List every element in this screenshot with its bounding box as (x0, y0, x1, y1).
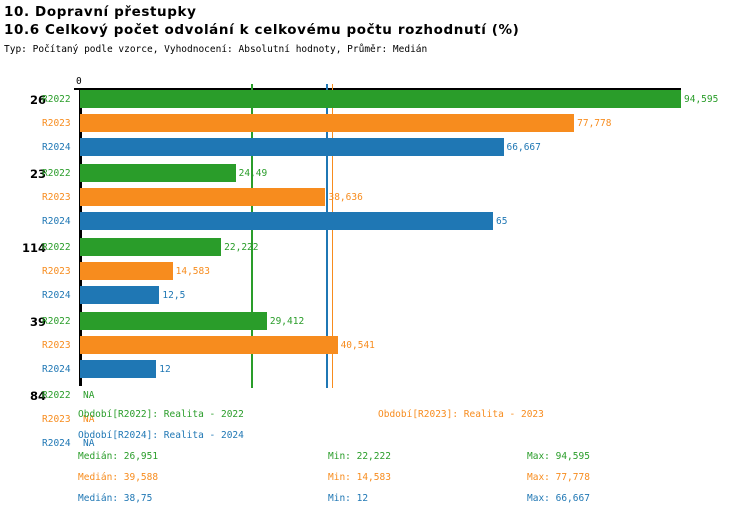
bar-value-label: NA (83, 438, 95, 449)
bar[interactable] (80, 312, 267, 330)
plot-top-rule (80, 88, 681, 90)
group-label: 39 (29, 315, 46, 329)
bar-value-label: NA (83, 390, 95, 401)
series-label-r2022: R2022 (42, 390, 71, 401)
page-title: 10. Dopravní přestupky (4, 4, 197, 20)
series-label-r2024: R2024 (42, 438, 71, 449)
series-label-r2024: R2024 (42, 216, 71, 227)
series-label-r2022: R2022 (42, 316, 71, 327)
bar[interactable] (80, 286, 160, 304)
chart-header: 10. Dopravní přestupky 10.6 Celkový poče… (4, 0, 746, 58)
series-label-r2022: R2022 (42, 168, 71, 179)
axis-zero-tick-label: 0 (76, 76, 82, 87)
series-label-r2022: R2022 (42, 94, 71, 105)
bar-value-label: 29,412 (269, 316, 305, 327)
series-label-r2023: R2023 (42, 192, 71, 203)
bar-value-label: 40,541 (340, 340, 375, 351)
series-label-r2023: R2023 (42, 118, 71, 129)
bar-value-label: 65 (495, 216, 508, 227)
series-label-r2024: R2024 (42, 364, 71, 375)
value-axis-line (79, 88, 82, 386)
bar-value-label: 12 (159, 364, 171, 375)
legend-item-r2024[interactable]: Období[R2024]: Realita - 2024 (78, 430, 244, 441)
series-label-r2024: R2024 (42, 142, 71, 153)
bar[interactable] (80, 238, 222, 256)
stat-max-r2023: Max: 77,778 (527, 472, 590, 483)
bar[interactable] (80, 138, 504, 156)
series-label-r2023: R2023 (42, 340, 71, 351)
bar[interactable] (80, 188, 326, 206)
bar-value-label: 38,636 (328, 192, 363, 203)
stat-median-r2024: Medián: 38,75 (78, 493, 153, 504)
legend-item-r2022[interactable]: Období[R2022]: Realita - 2022 (78, 409, 244, 420)
stat-max-r2022: Max: 94,595 (527, 451, 590, 462)
series-label-r2023: R2023 (42, 266, 71, 277)
bar-value-label: 94,595 (684, 94, 719, 105)
bar-value-label: 12,5 (162, 290, 186, 301)
chart-subtitle: Typ: Počítaný podle vzorce, Vyhodnocení:… (4, 44, 428, 55)
bar-value-label: 22,222 (224, 242, 259, 253)
bar[interactable] (80, 164, 236, 182)
series-label-r2024: R2024 (42, 290, 71, 301)
group-label: 84 (29, 389, 46, 403)
bar-value-label: 24,49 (238, 168, 268, 179)
bar-value-label: 77,778 (577, 118, 612, 129)
series-label-r2023: R2023 (42, 414, 71, 425)
group-label: 114 (21, 241, 46, 255)
bar-value-label: 66,667 (506, 142, 541, 153)
bar[interactable] (80, 90, 681, 108)
legend-item-r2023[interactable]: Období[R2023]: Realita - 2023 (378, 409, 544, 420)
group-label: 26 (29, 93, 46, 107)
bar[interactable] (80, 262, 173, 280)
stat-median-r2023: Medián: 39,588 (78, 472, 159, 483)
stat-min-r2022: Min: 22,222 (328, 451, 391, 462)
group-label: 23 (29, 167, 46, 181)
series-label-r2022: R2022 (42, 242, 71, 253)
median-line-r2023 (331, 84, 333, 388)
chart-title: 10.6 Celkový počet odvolání k celkovému … (4, 22, 520, 38)
bar-value-label: 14,583 (175, 266, 210, 277)
stat-max-r2024: Max: 66,667 (527, 493, 590, 504)
bar[interactable] (80, 336, 338, 354)
median-line-r2024 (326, 84, 328, 388)
stat-min-r2023: Min: 14,583 (328, 472, 391, 483)
stat-median-r2022: Medián: 26,951 (78, 451, 159, 462)
median-line-r2022 (251, 84, 253, 388)
axis-zero-tick (74, 88, 80, 90)
bar-value-label: NA (83, 414, 95, 425)
bar[interactable] (80, 212, 493, 230)
bar[interactable] (80, 360, 157, 378)
bar[interactable] (80, 114, 575, 132)
stat-min-r2024: Min: 12 (328, 493, 369, 504)
